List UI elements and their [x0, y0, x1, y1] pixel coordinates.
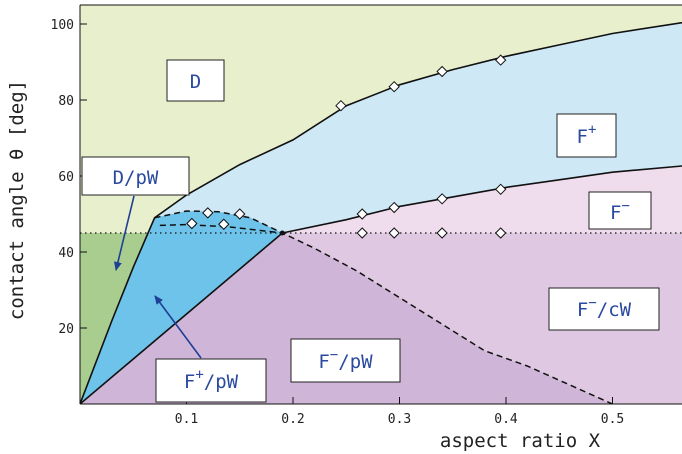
arrow-d-pw [114, 195, 135, 271]
label-fplus-pw-sup: + [195, 367, 203, 383]
triple-point [279, 230, 285, 236]
data-marker [388, 80, 400, 93]
region-fminus-fill [282, 166, 682, 233]
data-marker [356, 208, 368, 220]
label-fminus-sup: − [622, 198, 630, 214]
data-marker [234, 208, 246, 220]
label-fplus-pw: F+/pW [155, 358, 267, 403]
data-marker [335, 99, 347, 112]
dashed-boundary-upper [154, 210, 283, 234]
data-marker [356, 227, 368, 239]
data-marker [186, 217, 198, 230]
x-tick-label: 0.1 [175, 412, 198, 427]
region-fminus-cw-fill [282, 233, 682, 404]
data-marker [218, 218, 230, 230]
region-d-fill [80, 5, 682, 404]
boundary-fplus-pw-fminus-pw [80, 232, 283, 404]
svg-text:F−: F− [610, 198, 630, 224]
arrow-fplus-pw [154, 295, 202, 359]
label-fminus-cw-main: F [577, 299, 588, 321]
label-fminus-cw-rest: /cW [597, 299, 632, 321]
label-d-pw: D/pW [81, 156, 190, 196]
y-tick-label: 40 [58, 246, 74, 261]
label-fplus-pw-rest: /pW [204, 371, 239, 393]
label-fminus: F− [588, 191, 652, 230]
label-d: D [166, 59, 225, 102]
label-fplus-main: F [577, 126, 588, 148]
label-fminus-cw-sup: − [588, 295, 596, 311]
y-ticks: 20 40 60 80 100 [51, 18, 87, 337]
data-marker [436, 65, 448, 78]
x-ticks: 0.1 0.2 0.3 0.4 0.5 [175, 397, 624, 427]
label-fminus-pw-rest: /pW [338, 351, 373, 373]
label-fminus-cw: F−/cW [548, 287, 660, 331]
x-tick-label: 0.5 [601, 412, 624, 427]
label-fplus-pw-main: F [184, 371, 195, 393]
svg-text:D/pW: D/pW [113, 167, 159, 189]
svg-text:F−/pW: F−/pW [318, 347, 373, 373]
data-marker [494, 54, 507, 66]
data-marker [388, 201, 400, 214]
label-fminus-pw-main: F [318, 351, 329, 373]
data-markers [186, 54, 507, 239]
svg-text:F+: F+ [577, 122, 597, 148]
data-marker [436, 227, 448, 239]
boundary-fplus-fminus [282, 165, 682, 234]
y-tick-label: 20 [58, 322, 74, 337]
data-marker [494, 183, 507, 196]
svg-text:D: D [190, 71, 201, 93]
label-fminus-pw-sup: − [330, 347, 338, 363]
x-tick-label: 0.2 [281, 412, 304, 427]
data-marker [388, 227, 400, 239]
x-tick-label: 0.4 [494, 412, 518, 427]
data-marker [436, 193, 448, 205]
label-d-text: D [190, 71, 201, 93]
y-tick-label: 80 [58, 94, 74, 109]
x-tick-label: 0.3 [388, 412, 411, 427]
region-d-pw-fill [80, 233, 148, 404]
y-axis-title: contact angle θ [deg] [6, 80, 28, 320]
y-tick-label: 60 [58, 170, 74, 185]
y-tick-label: 100 [51, 18, 74, 33]
label-fplus: F+ [556, 113, 617, 158]
svg-text:F−/cW: F−/cW [577, 295, 632, 321]
svg-text:F+/pW: F+/pW [184, 367, 239, 393]
region-fplus-fill [80, 22, 682, 404]
boundary-d-fplus [80, 21, 682, 404]
label-fminus-main: F [610, 202, 621, 224]
data-marker [202, 207, 214, 219]
label-d-pw-text: D/pW [113, 167, 159, 189]
label-fplus-sup: + [588, 122, 596, 138]
x-axis-title: aspect ratio X [440, 430, 601, 452]
region-fplus-pw-fill [80, 211, 283, 404]
label-fminus-pw: F−/pW [290, 338, 401, 383]
data-marker [494, 227, 507, 239]
